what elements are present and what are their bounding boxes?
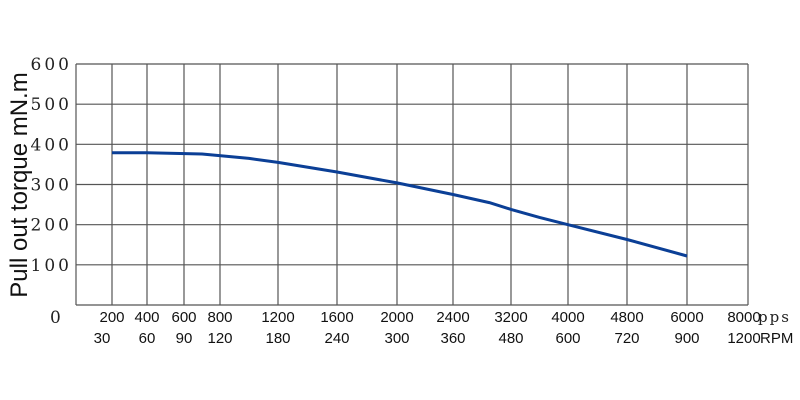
torque-curve bbox=[112, 151, 688, 258]
x-tick-label-pps: 6000 bbox=[670, 309, 703, 326]
x-tick-label-rpm: 180 bbox=[265, 330, 290, 347]
x-tick-label-pps: 400 bbox=[134, 309, 159, 326]
x-tick-label-rpm: 720 bbox=[614, 330, 639, 347]
x-tick-label-rpm: 120 bbox=[207, 330, 232, 347]
x-tick-label-pps: 2000 bbox=[380, 309, 413, 326]
y-tick-label: 200 bbox=[31, 216, 72, 236]
y-axis-label: Pull out torque mN.m bbox=[6, 72, 33, 297]
grid bbox=[75, 63, 749, 306]
x-tick-label-pps: 200 bbox=[99, 309, 124, 326]
x-tick-label-rpm: 900 bbox=[674, 330, 699, 347]
x-tick-label-pps: 8000 bbox=[727, 309, 760, 326]
x-tick-label-rpm: 240 bbox=[324, 330, 349, 347]
x-unit-rpm: RPM bbox=[760, 330, 793, 347]
x-tick-label-rpm: 360 bbox=[440, 330, 465, 347]
x-tick-label-pps: 4800 bbox=[610, 309, 643, 326]
x-ticks: 200 400 600 800 1200 1600 2000 2400 3200 4000 4800… bbox=[94, 309, 761, 347]
x-tick-label-pps: 600 bbox=[171, 309, 196, 326]
x-tick-label-pps: 800 bbox=[207, 309, 232, 326]
x-tick-label-pps: 4000 bbox=[551, 309, 584, 326]
x-tick-label-rpm: 300 bbox=[384, 330, 409, 347]
x-tick-label-pps: 2400 bbox=[436, 309, 469, 326]
x-tick-label-rpm: 90 bbox=[176, 330, 193, 347]
x-tick-label-rpm: 600 bbox=[555, 330, 580, 347]
y-tick-label: 500 bbox=[31, 95, 72, 115]
x-tick-label-rpm: 480 bbox=[498, 330, 523, 347]
y-tick-label: 0 bbox=[50, 308, 64, 328]
x-tick-label-rpm: 60 bbox=[139, 330, 156, 347]
y-tick-label: 600 bbox=[31, 55, 72, 75]
x-tick-label-pps: 1600 bbox=[320, 309, 353, 326]
y-tick-label: 400 bbox=[31, 135, 72, 155]
y-tick-label: 300 bbox=[31, 176, 72, 196]
x-tick-label-pps: 3200 bbox=[494, 309, 527, 326]
x-tick-label-rpm: 30 bbox=[94, 330, 111, 347]
x-unit-pps: pps bbox=[758, 308, 791, 326]
y-ticks: 0 100 200 300 400 500 600 bbox=[31, 55, 72, 328]
y-tick-label: 100 bbox=[31, 256, 72, 276]
x-tick-label-rpm: 1200 bbox=[727, 330, 760, 347]
x-tick-label-pps: 1200 bbox=[261, 309, 294, 326]
